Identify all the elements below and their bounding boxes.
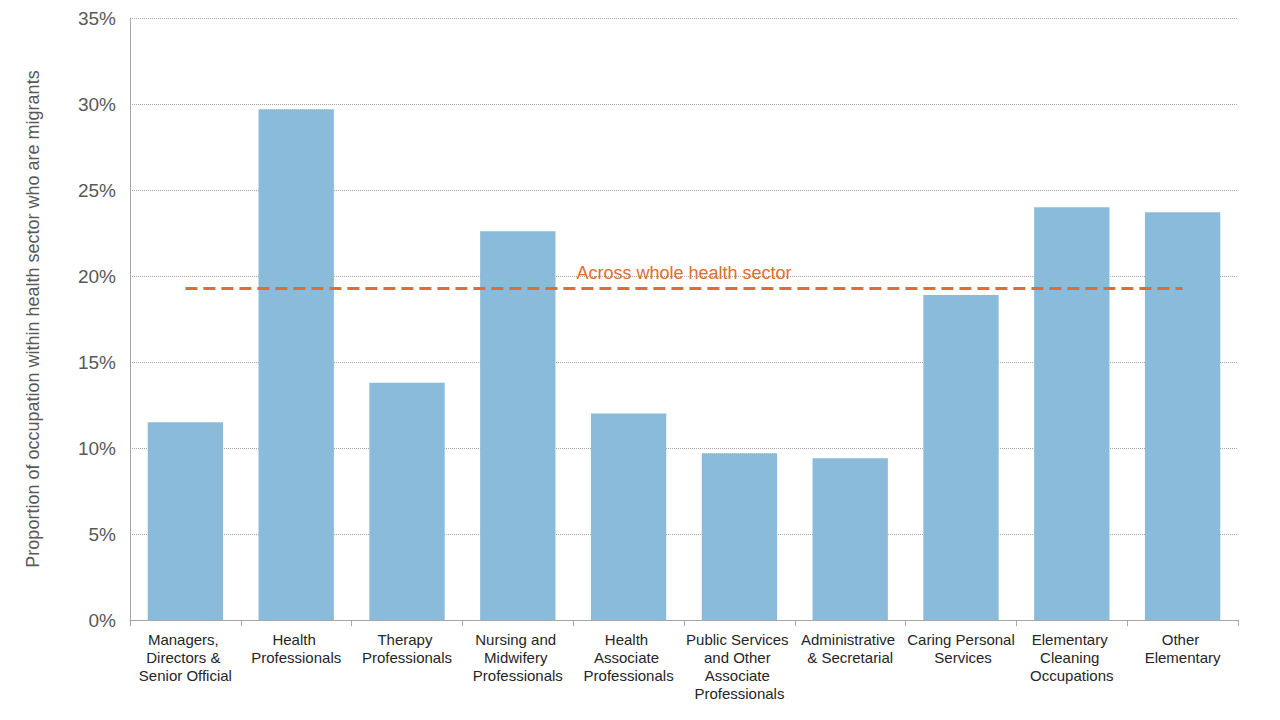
svg-text:Professionals: Professionals — [473, 667, 563, 684]
svg-text:& Secretarial: & Secretarial — [807, 649, 893, 666]
svg-text:Health: Health — [272, 631, 320, 648]
svg-text:30%: 30% — [78, 94, 116, 115]
svg-text:Professionals: Professionals — [251, 649, 341, 666]
svg-text:Administrative: Administrative — [801, 631, 899, 648]
svg-text:Cleaning: Cleaning — [1040, 649, 1103, 666]
svg-text:Other: Other — [1162, 631, 1204, 648]
svg-text:10%: 10% — [78, 438, 116, 459]
svg-text:20%: 20% — [78, 266, 116, 287]
svg-text:0%: 0% — [89, 610, 117, 631]
svg-text:Therapy: Therapy — [377, 631, 436, 648]
svg-text:Associate: Associate — [594, 649, 663, 666]
svg-text:35%: 35% — [78, 8, 116, 29]
svg-text:5%: 5% — [89, 524, 117, 545]
svg-text:Professionals: Professionals — [694, 685, 784, 702]
svg-text:Midwifery: Midwifery — [484, 649, 552, 666]
svg-text:Elementary: Elementary — [1145, 649, 1221, 666]
svg-text:Occupations: Occupations — [1030, 667, 1113, 684]
svg-text:and Other: and Other — [704, 649, 775, 666]
svg-text:Managers,: Managers, — [148, 631, 223, 648]
svg-text:Professionals: Professionals — [584, 667, 674, 684]
svg-text:Directors &: Directors & — [146, 649, 224, 666]
svg-text:Professionals: Professionals — [362, 649, 452, 666]
svg-text:Across whole health sector: Across whole health sector — [576, 263, 791, 283]
svg-text:Senior Official: Senior Official — [139, 667, 232, 684]
svg-text:Associate: Associate — [705, 667, 774, 684]
svg-text:Elementary: Elementary — [1032, 631, 1112, 648]
svg-text:25%: 25% — [78, 180, 116, 201]
svg-text:Public Services: Public Services — [686, 631, 793, 648]
svg-text:Caring Personal: Caring Personal — [907, 631, 1015, 648]
svg-text:Proportion of occupation withi: Proportion of occupation within health s… — [23, 70, 43, 567]
svg-text:Health: Health — [605, 631, 653, 648]
svg-text:15%: 15% — [78, 352, 116, 373]
svg-text:Services: Services — [930, 649, 992, 666]
svg-text:Nursing and: Nursing and — [475, 631, 560, 648]
